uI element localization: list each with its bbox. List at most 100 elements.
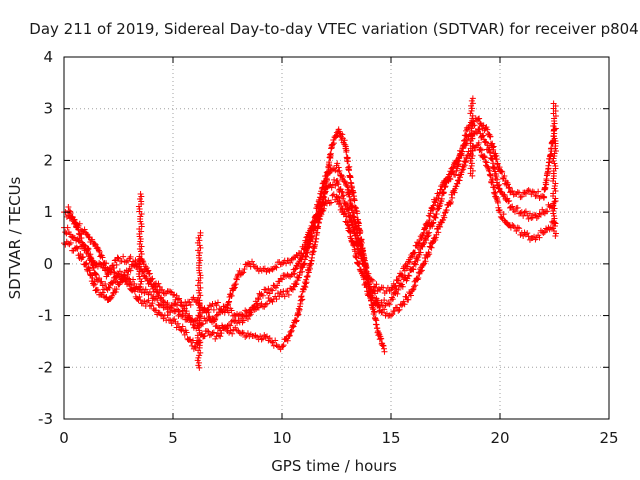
data-marker xyxy=(462,159,469,166)
data-marker xyxy=(375,302,382,308)
data-marker xyxy=(296,272,303,279)
data-marker xyxy=(347,174,354,181)
data-marker xyxy=(372,316,379,323)
data-marker xyxy=(287,259,294,266)
data-marker xyxy=(347,229,354,236)
data-marker xyxy=(210,329,217,336)
data-marker xyxy=(395,307,402,314)
data-marker xyxy=(106,284,113,291)
data-marker xyxy=(127,253,134,260)
data-marker xyxy=(81,226,88,233)
data-marker xyxy=(274,282,281,289)
data-marker xyxy=(342,179,349,186)
data-marker xyxy=(423,237,430,244)
data-marker xyxy=(309,233,316,240)
data-marker xyxy=(209,330,216,337)
data-marker xyxy=(165,316,172,323)
data-marker xyxy=(531,211,538,218)
data-marker xyxy=(418,235,425,242)
data-marker xyxy=(266,298,273,305)
data-marker xyxy=(414,244,421,251)
data-marker xyxy=(533,215,540,222)
data-marker xyxy=(422,225,429,232)
data-marker xyxy=(312,225,319,232)
data-marker xyxy=(183,308,190,315)
data-marker xyxy=(91,260,98,267)
data-marker xyxy=(184,298,191,305)
data-marker xyxy=(496,185,503,192)
data-marker xyxy=(272,263,279,270)
data-marker xyxy=(496,207,503,214)
data-marker xyxy=(321,178,328,185)
data-marker xyxy=(437,223,444,230)
data-marker xyxy=(414,257,421,264)
data-marker xyxy=(103,260,110,267)
data-marker xyxy=(373,281,380,288)
data-marker xyxy=(230,285,237,292)
data-marker xyxy=(418,267,425,274)
data-marker xyxy=(516,210,523,217)
data-marker xyxy=(430,202,437,209)
y-axis-label: SDTVAR / TECUs xyxy=(6,176,24,299)
data-marker xyxy=(102,280,109,287)
data-marker xyxy=(498,214,505,221)
data-marker xyxy=(511,208,518,215)
data-marker xyxy=(339,205,346,212)
data-marker xyxy=(289,322,296,329)
data-marker xyxy=(536,234,543,241)
data-marker xyxy=(284,288,291,295)
data-marker xyxy=(406,272,413,279)
data-marker xyxy=(330,191,337,198)
data-marker xyxy=(369,277,376,284)
data-marker xyxy=(189,316,196,323)
data-marker xyxy=(375,285,382,292)
data-marker xyxy=(242,312,249,319)
data-marker xyxy=(188,317,195,324)
data-marker xyxy=(269,287,276,294)
data-marker xyxy=(438,195,445,202)
spike-marker xyxy=(469,95,476,102)
data-marker xyxy=(341,178,348,185)
data-marker xyxy=(463,154,470,161)
data-marker xyxy=(272,337,279,344)
data-marker xyxy=(320,205,327,212)
data-point xyxy=(257,291,264,298)
data-marker xyxy=(482,158,489,165)
data-marker xyxy=(539,206,546,213)
data-marker xyxy=(135,296,142,303)
data-marker xyxy=(76,231,83,238)
data-marker xyxy=(335,164,342,171)
x-tick-label: 5 xyxy=(168,429,178,447)
data-marker xyxy=(429,220,436,227)
data-marker xyxy=(424,222,431,229)
spike-marker xyxy=(469,135,476,142)
data-marker xyxy=(412,261,419,268)
data-marker xyxy=(374,302,381,309)
data-marker xyxy=(270,342,277,349)
data-marker xyxy=(124,257,131,264)
data-marker xyxy=(484,126,491,133)
x-axis-label: GPS time / hours xyxy=(271,457,397,475)
data-marker xyxy=(172,300,179,307)
data-marker xyxy=(277,275,284,282)
data-marker xyxy=(192,344,199,351)
data-marker xyxy=(368,294,375,301)
data-marker xyxy=(430,206,437,213)
data-marker xyxy=(80,253,87,260)
data-marker xyxy=(501,172,508,179)
data-marker xyxy=(430,219,437,226)
data-marker xyxy=(381,297,388,304)
data-marker xyxy=(543,177,550,184)
data-marker xyxy=(446,200,453,207)
data-marker xyxy=(187,336,194,343)
data-marker xyxy=(419,232,426,239)
data-marker xyxy=(426,229,433,236)
data-marker xyxy=(483,159,490,166)
data-marker xyxy=(336,167,343,174)
data-marker xyxy=(544,208,551,215)
data-marker xyxy=(218,330,225,337)
data-marker xyxy=(111,269,118,276)
data-marker xyxy=(239,329,246,336)
data-marker xyxy=(463,133,470,140)
data-marker xyxy=(500,211,507,218)
